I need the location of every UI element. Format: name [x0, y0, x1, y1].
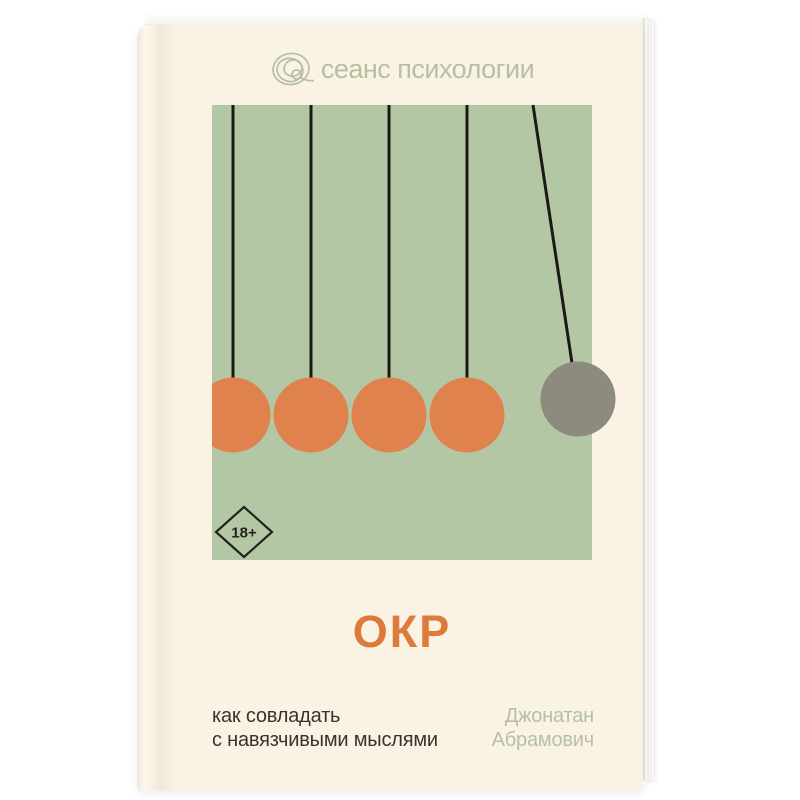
- age-badge-diamond: [214, 505, 274, 559]
- book-pages-top-edge: [145, 10, 647, 25]
- pendulum-string-swung: [531, 104, 574, 364]
- pendulum-ball-orange: [429, 377, 505, 453]
- newtons-cradle-illustration: 18+: [212, 104, 616, 559]
- subtitle-line: как совладать: [212, 705, 341, 727]
- book-front-cover: сеанс психологии: [137, 24, 643, 790]
- series-name: сеанс психологии: [320, 53, 535, 84]
- age-badge-label: 18+: [231, 525, 257, 542]
- publisher-series-brand: сеанс психологии: [161, 46, 643, 92]
- illustration-panel: 18+: [212, 104, 616, 560]
- pendulum-ball-orange: [212, 377, 271, 453]
- spine-crease-shading: [137, 24, 181, 790]
- book-subtitle: как совладать с навязчивыми мыслями: [212, 704, 438, 752]
- title-block: как совладать с навязчивыми мыслями Джон…: [212, 704, 594, 752]
- author-name: Джонатан Абрамович: [491, 704, 595, 752]
- book-title: ОКР: [352, 606, 452, 657]
- subtitle-line: с навязчивыми мыслями: [212, 729, 438, 751]
- pendulum-ball-orange: [351, 377, 427, 453]
- resting-pendulums: [212, 105, 505, 453]
- scribble-circles-logo-icon: [272, 52, 314, 86]
- book-pages-fore-edge: [643, 18, 654, 780]
- author-line: Абрамович: [491, 729, 595, 751]
- author-line: Джонатан: [504, 705, 594, 727]
- pendulum-ball-orange: [273, 377, 349, 453]
- age-badge: 18+: [214, 505, 274, 559]
- book-cover-photo: сеанс психологии: [137, 10, 654, 790]
- pendulum-ball-gray-swung: [540, 361, 616, 437]
